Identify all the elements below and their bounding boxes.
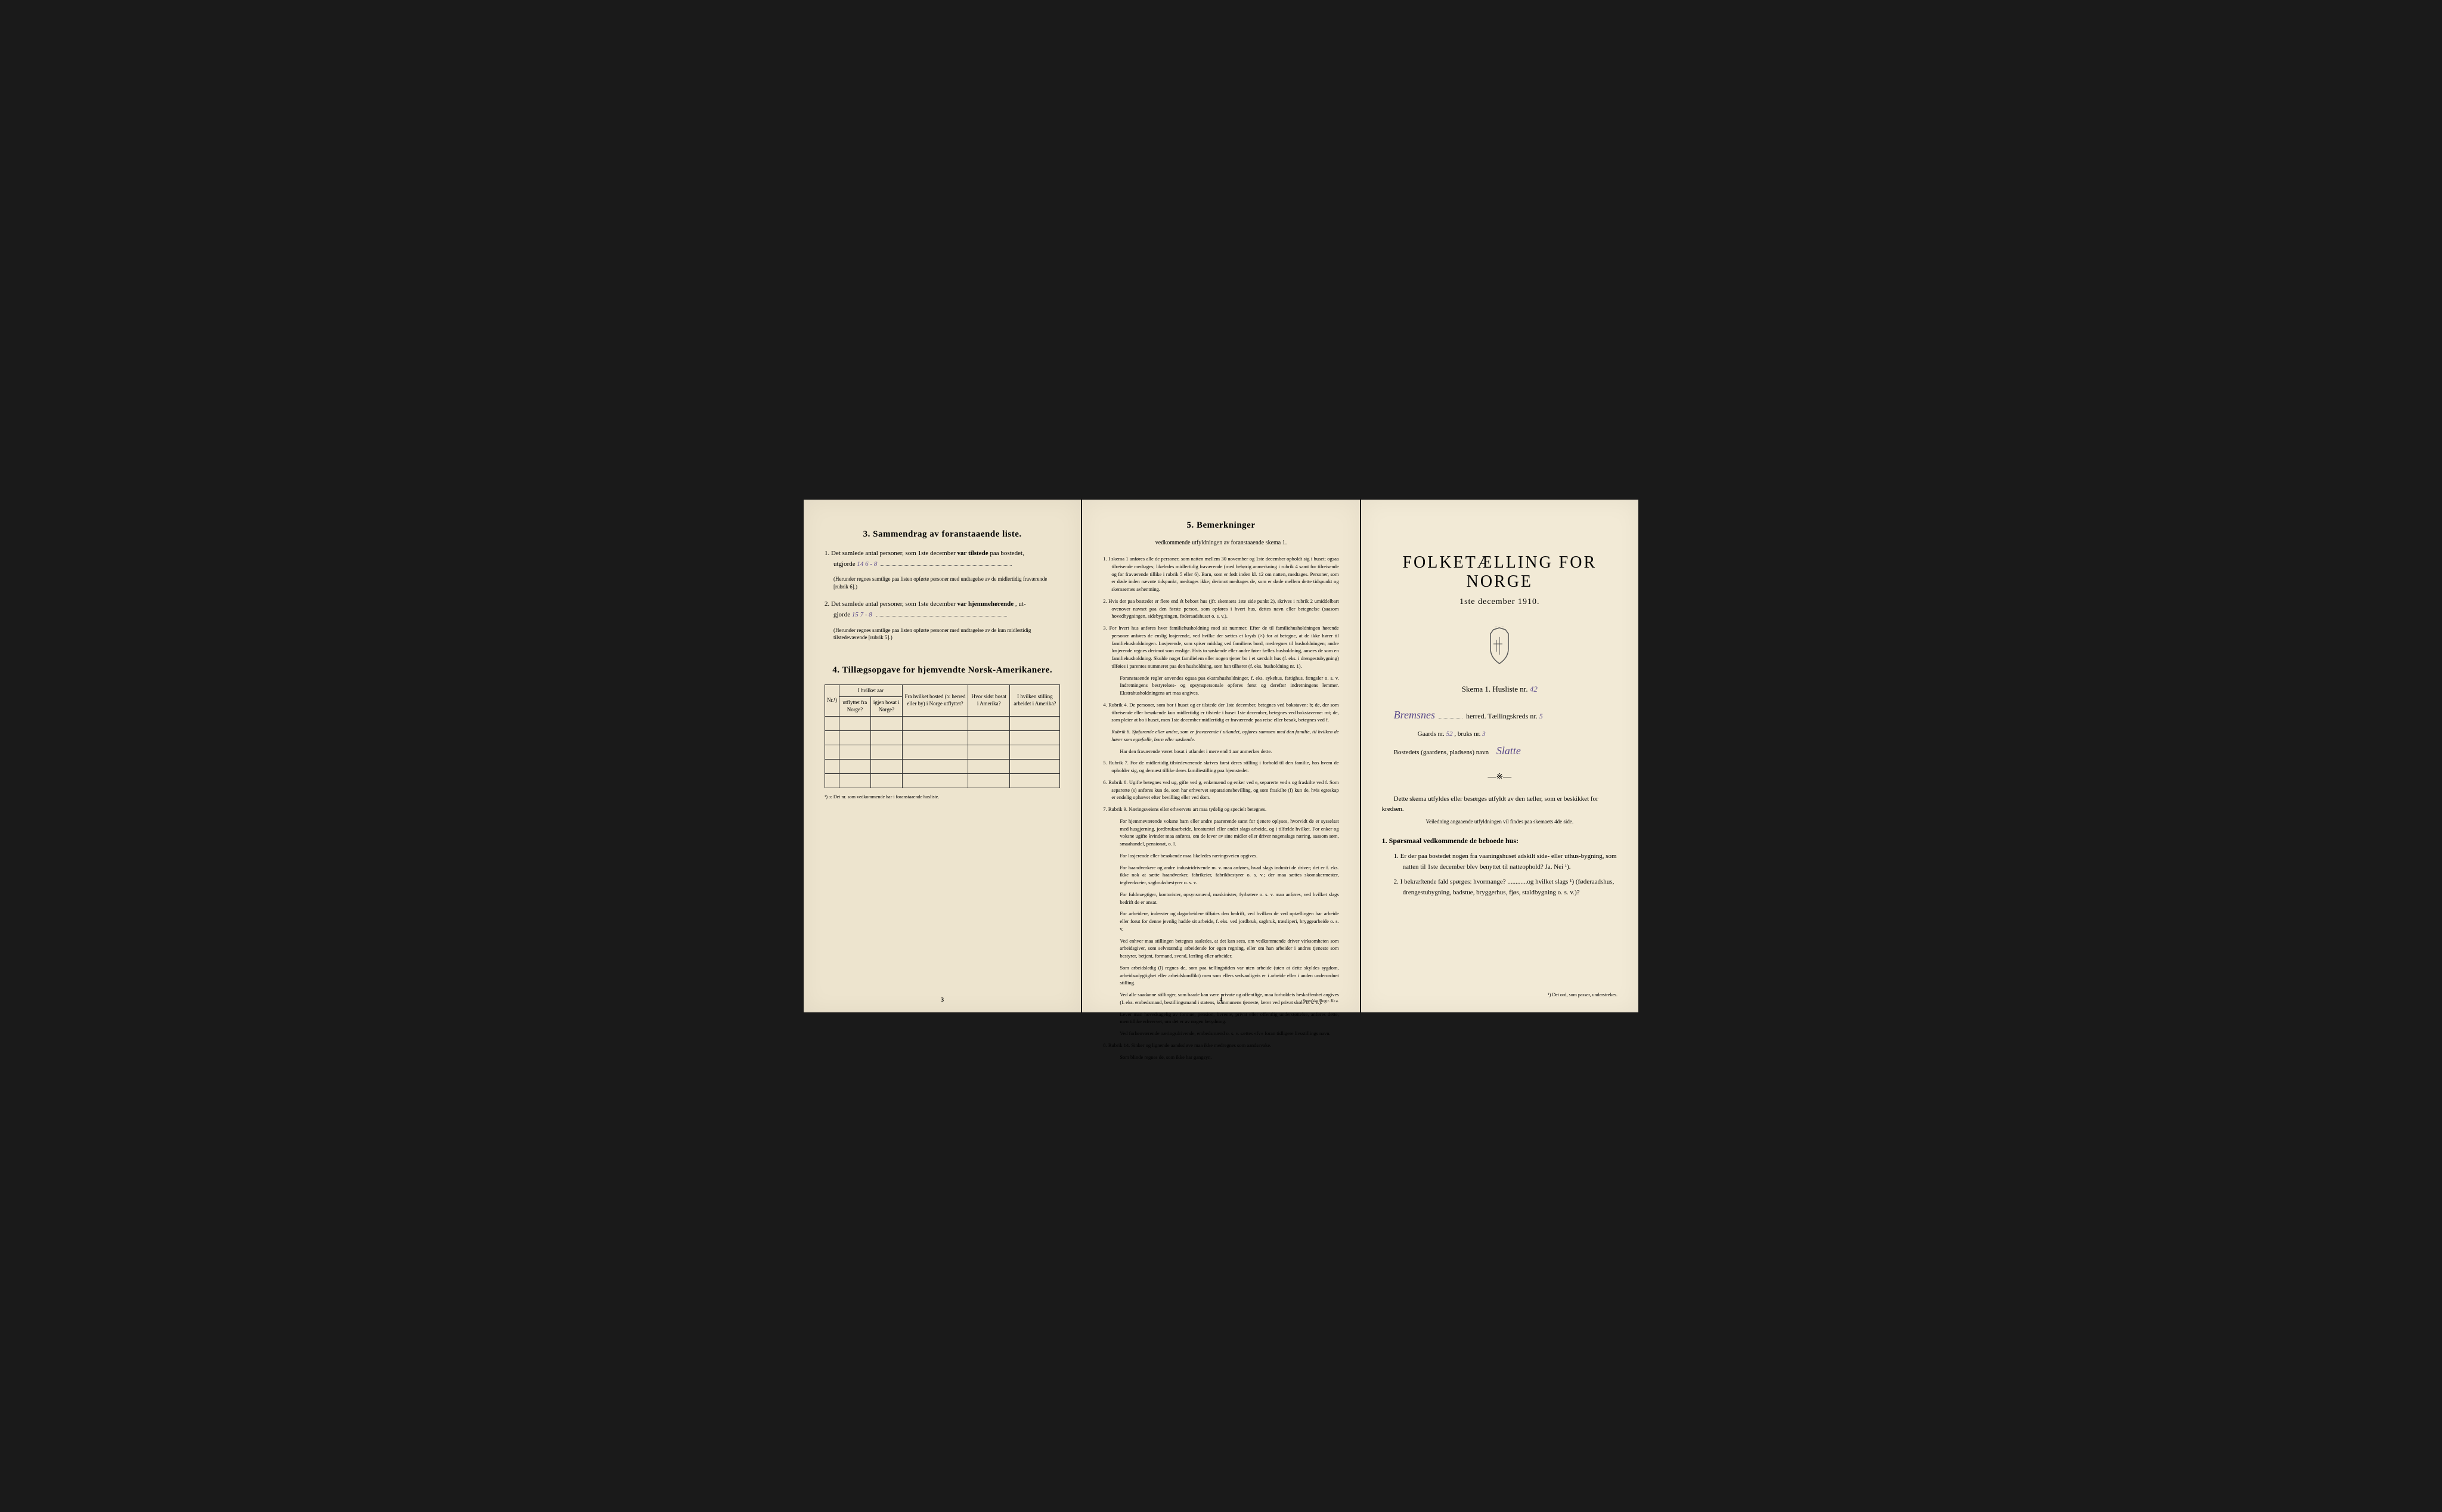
census-date: 1ste december 1910.	[1382, 597, 1617, 607]
page-3: 3. Sammendrag av foranstaaende liste. 1.…	[804, 500, 1081, 1012]
instruction-2: 2. Hvis der paa bostedet er flere end ét…	[1103, 597, 1338, 620]
instruction-5: 5. Rubrik 7. For de midlertidig tilstede…	[1103, 759, 1338, 774]
col-stilling: I hvilken stilling arbeidet i Amerika?	[1010, 684, 1060, 716]
instructions-list: 1. I skema 1 anføres alle de personer, s…	[1103, 555, 1338, 1061]
instruction-4: 4. Rubrik 4. De personer, som bor i huse…	[1103, 701, 1338, 724]
table-row	[825, 745, 1060, 759]
item7-p6: Som arbeidsledig (l) regnes de, som paa …	[1120, 964, 1338, 987]
section-4-title: 4. Tillægsopgave for hjemvendte Norsk-Am…	[825, 665, 1060, 676]
skema-line: Skema 1. Husliste nr. 42	[1382, 684, 1617, 694]
instruction-7: 7. Rubrik 9. Næringsveiens eller erhverv…	[1103, 805, 1338, 813]
section-5-subtitle: vedkommende utfyldningen av foranstaaend…	[1103, 540, 1338, 546]
question-2: 2. I bekræftende fald spørges: hvormange…	[1394, 877, 1617, 898]
item7-p1: For losjerende eller besøkende maa likel…	[1120, 852, 1338, 860]
section-3-title: 3. Sammendrag av foranstaaende liste.	[825, 529, 1060, 540]
page-4: 5. Bemerkninger vedkommende utfyldningen…	[1082, 500, 1359, 1012]
table-row	[825, 773, 1060, 788]
table-row	[825, 730, 1060, 745]
section-5-title: 5. Bemerkninger	[1103, 520, 1338, 531]
item-2-note: (Herunder regnes samtlige paa listen opf…	[833, 627, 1060, 642]
divider-ornament: —※—	[1382, 772, 1617, 782]
page-1-cover: FOLKETÆLLING FOR NORGE 1ste december 191…	[1361, 500, 1638, 1012]
taellingskreds-nr: 5	[1539, 712, 1543, 720]
herred-line: Bremsnes herred. Tællingskreds nr. 5	[1382, 709, 1617, 721]
page-number-3: 3	[941, 997, 944, 1003]
instruction-6: 6. Rubrik 8. Ugifte betegnes ved ug, gif…	[1103, 779, 1338, 801]
table-footnote: ¹) ɔ: Det nr. som vedkommende har i fora…	[825, 794, 1060, 800]
table-body	[825, 716, 1060, 788]
item7-p9: Ved forhenværende næringsdrivende, embed…	[1120, 1030, 1338, 1037]
husliste-nr: 42	[1530, 684, 1538, 693]
item7-p8: Lever man hovedsagelig av formue, pensio…	[1120, 1011, 1338, 1026]
handwritten-count-2: 15 7 - 8	[852, 611, 872, 618]
underline-note: ¹) Det ord, som passer, understrekes.	[1548, 992, 1617, 997]
instruction-3: 3. For hvert hus anføres hver familiehus…	[1103, 624, 1338, 670]
item-1-note: (Herunder regnes samtlige paa listen opf…	[833, 575, 1060, 590]
question-1: 1. Er der paa bostedet nogen fra vaaning…	[1394, 851, 1617, 872]
census-document-spread: 3. Sammendrag av foranstaaende liste. 1.…	[804, 500, 1638, 1012]
instruction-3b: Foranstaaende regler anvendes ogsaa paa …	[1120, 674, 1338, 697]
col-utflyttet: utflyttet fra Norge?	[839, 697, 870, 716]
instruction-1: 1. I skema 1 anføres alle de personer, s…	[1103, 555, 1338, 593]
herred-name: Bremsnes	[1394, 709, 1435, 721]
item7-p2: For haandverkere og andre industridriven…	[1120, 864, 1338, 887]
item7-p4: For arbeidere, inderster og dagarbeidere…	[1120, 910, 1338, 932]
col-nr: Nr.¹)	[825, 684, 839, 716]
bosted-line: Bostedets (gaardens, pladsens) navn Slat…	[1382, 745, 1617, 757]
questions-header: 1. Spørsmaal vedkommende de beboede hus:	[1382, 836, 1617, 845]
summary-item-1: 1. Det samlede antal personer, som 1ste …	[825, 549, 1060, 569]
gaards-nr: 52	[1446, 730, 1453, 738]
norsk-amerikanere-table: Nr.¹) I hvilket aar Fra hvilket bosted (…	[825, 684, 1060, 788]
item7-p3: For fuldmægtiger, kontorister, opsynsmæn…	[1120, 891, 1338, 906]
table-row	[825, 716, 1060, 730]
instruction-8b: Som blinde regnes de, som ikke har gangs…	[1120, 1054, 1338, 1061]
main-title: FOLKETÆLLING FOR NORGE	[1382, 553, 1617, 591]
printer-mark: Steen'ske Bogtr. Kr.a.	[1303, 999, 1339, 1003]
col-aar-group: I hvilket aar	[839, 684, 902, 697]
item7-p5: Ved enhver maa stillingen betegnes saale…	[1120, 937, 1338, 960]
col-amerika-bosat: Hvor sidst bosat i Amerika?	[968, 684, 1010, 716]
page-number-4: 4	[1219, 997, 1222, 1003]
item7-p0: For hjemmeværende voksne barn eller andr…	[1120, 817, 1338, 848]
filling-instruction: Dette skema utfyldes eller besørges utfy…	[1382, 794, 1617, 814]
guidance-note: Veiledning angaaende utfyldningen vil fi…	[1382, 819, 1617, 825]
col-bosted: Fra hvilket bosted (ɔ: herred eller by) …	[902, 684, 968, 716]
handwritten-count-1: 14 6 - 8	[857, 560, 877, 568]
col-bosat: igjen bosat i Norge?	[870, 697, 902, 716]
bruks-nr: 3	[1482, 730, 1486, 738]
bosted-name: Slatte	[1496, 745, 1521, 757]
rubrik-6: Rubrik 6. Sjøfarende eller andre, som er…	[1111, 728, 1338, 743]
summary-item-2: 2. Det samlede antal personer, som 1ste …	[825, 599, 1060, 620]
gaards-line: Gaards nr. 52 , bruks nr. 3	[1382, 730, 1617, 738]
instruction-8: 8. Rubrik 14. Sinker og lignende aandssl…	[1103, 1042, 1338, 1049]
norway-crest-icon	[1482, 625, 1517, 667]
table-row	[825, 759, 1060, 773]
rubrik-6b: Har den fraværende været bosat i utlande…	[1120, 748, 1338, 755]
